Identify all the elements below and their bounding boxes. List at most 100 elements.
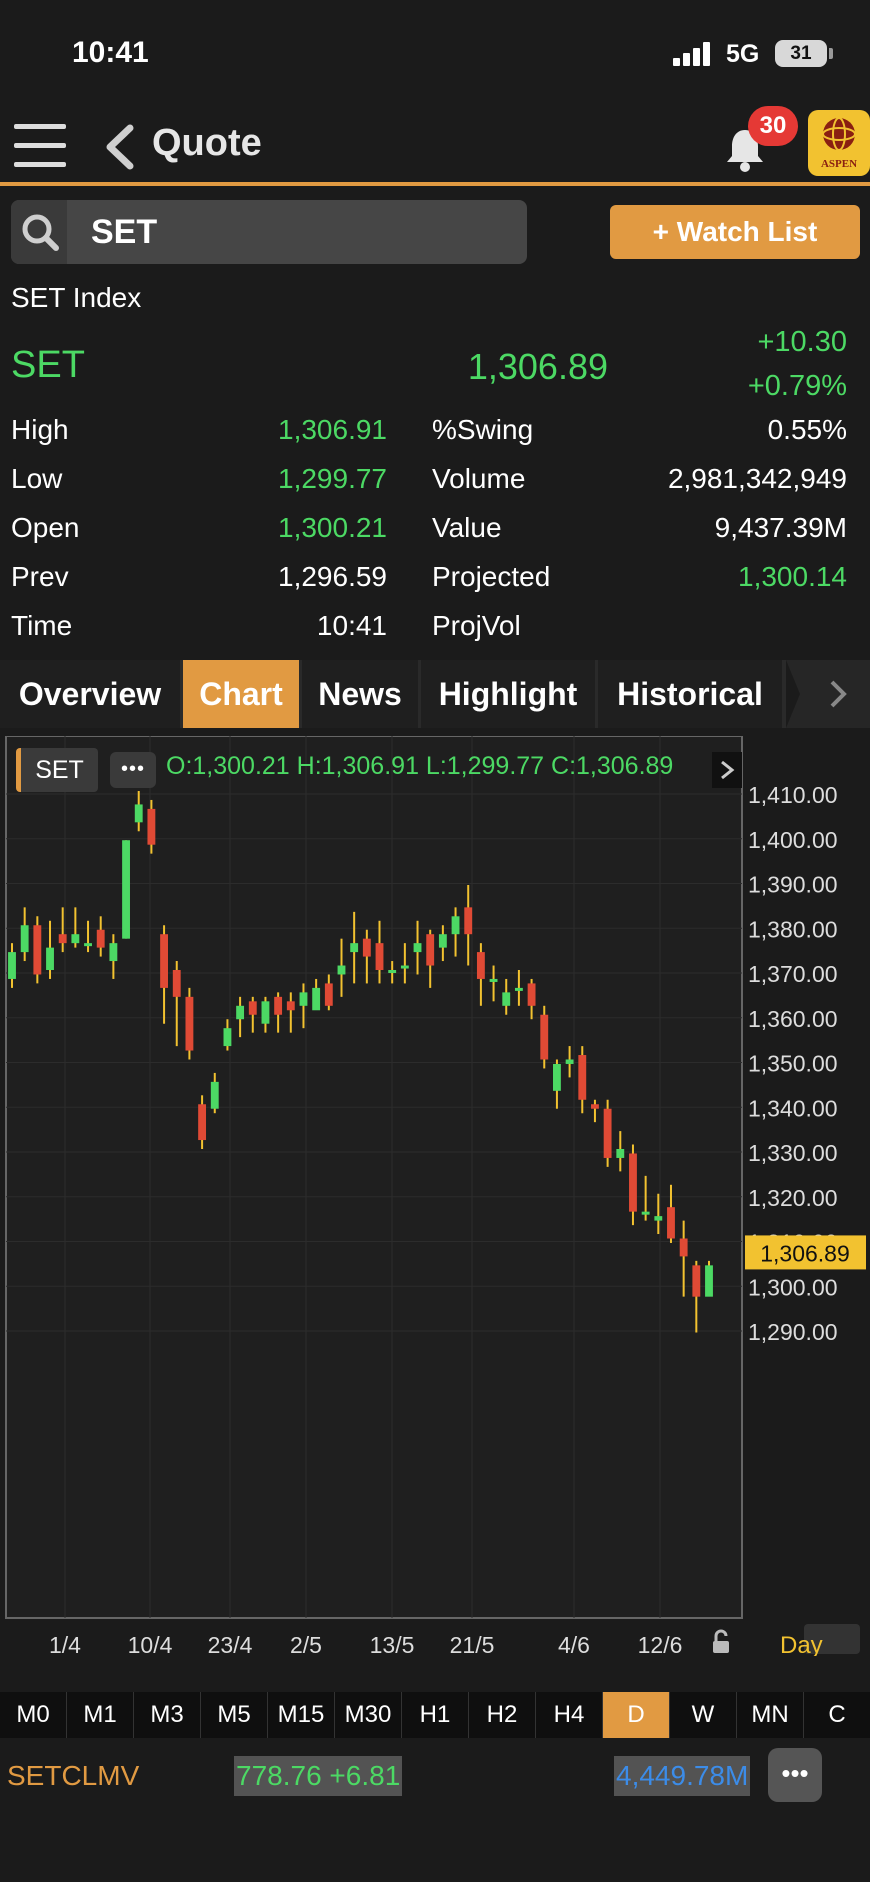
candle-body xyxy=(122,840,130,939)
x-tick-label: 23/4 xyxy=(208,1632,253,1656)
high-value: 1,306.91 xyxy=(278,414,387,445)
status-bar: 10:41 5G 31 xyxy=(0,0,870,110)
chart-more-button[interactable]: ••• xyxy=(110,752,156,788)
candlestick-chart[interactable]: 1,410.00 1,400.00 1,390.00 1,380.00 1,370.00… xyxy=(4,735,870,1659)
candle-body xyxy=(324,983,333,1006)
tab-historical[interactable]: Historical xyxy=(598,660,782,728)
last-price: 1,306.89 xyxy=(467,346,608,387)
tabs-scroll-right[interactable] xyxy=(786,660,870,728)
high-label: High xyxy=(11,414,69,445)
timeframe-m30[interactable]: M30 xyxy=(335,1692,402,1738)
more-button[interactable]: ••• xyxy=(768,1748,822,1802)
timeframe-w[interactable]: W xyxy=(670,1692,737,1738)
logo-text: ASPEN xyxy=(820,158,858,170)
volume-value: 2,981,342,949 xyxy=(667,463,847,494)
prev-value: 1,296.59 xyxy=(278,561,387,592)
ohlc-expand-icon[interactable] xyxy=(712,752,742,788)
x-tick-label: 13/5 xyxy=(370,1632,415,1656)
chart-area[interactable]: 1,410.00 1,400.00 1,390.00 1,380.00 1,370.00… xyxy=(4,735,870,1659)
battery-tip xyxy=(829,48,833,59)
candle-body xyxy=(692,1265,701,1297)
timeframe-m5[interactable]: M5 xyxy=(201,1692,268,1738)
notification-badge: 30 xyxy=(748,106,798,146)
projected-value: 1,300.14 xyxy=(738,561,847,592)
candle-body xyxy=(8,952,16,979)
index-name: SET Index xyxy=(11,282,142,313)
menu-icon[interactable] xyxy=(14,124,66,168)
candle-body xyxy=(84,943,92,947)
y-tick-label: 1,320.00 xyxy=(748,1185,838,1211)
candle-body xyxy=(248,1001,257,1015)
x-tick-label: 21/5 xyxy=(450,1632,495,1656)
index-amount: 4,449.78M xyxy=(614,1756,751,1796)
search-field[interactable]: SET xyxy=(11,200,527,264)
candle-body xyxy=(489,978,498,982)
timeframe-m15[interactable]: M15 xyxy=(268,1692,335,1738)
search-input[interactable]: SET xyxy=(91,213,158,251)
value-value: 9,437.39M xyxy=(714,512,847,543)
candle-body xyxy=(641,1211,650,1215)
candle-body xyxy=(58,934,67,944)
candle-body xyxy=(527,983,536,1006)
index-value-change: 778.76 +6.81 xyxy=(234,1756,403,1796)
clock: 10:41 xyxy=(72,36,149,69)
timeframe-h2[interactable]: H2 xyxy=(469,1692,536,1738)
fullscreen-icon xyxy=(804,1624,860,1654)
x-tick-label: 12/6 xyxy=(638,1632,683,1656)
timeframe-bar: M0 M1 M3 M5 M15 M30 H1 H2 H4 D W MN C xyxy=(0,1692,870,1738)
candle-body xyxy=(654,1216,663,1221)
tab-chart[interactable]: Chart xyxy=(183,660,299,728)
battery-icon: 31 xyxy=(775,40,827,67)
globe-icon xyxy=(822,117,856,151)
prev-label: Prev xyxy=(11,561,69,592)
candle-body xyxy=(160,934,169,988)
tab-news[interactable]: News xyxy=(302,660,418,728)
back-icon[interactable] xyxy=(102,124,136,170)
candle-body xyxy=(629,1153,637,1212)
open-label: Open xyxy=(11,512,80,543)
search-icon[interactable] xyxy=(11,200,67,264)
timeframe-c[interactable]: C xyxy=(804,1692,870,1738)
price-change-percent: +0.79% xyxy=(747,370,847,402)
candle-body xyxy=(223,1028,232,1047)
candle-body xyxy=(705,1265,713,1297)
timeframe-h4[interactable]: H4 xyxy=(536,1692,603,1738)
candle-body xyxy=(33,925,42,975)
ohlc-readout: O:1,300.21 H:1,306.91 L:1,299.77 C:1,306… xyxy=(166,752,674,780)
x-tick-label: 2/5 xyxy=(290,1632,322,1656)
candle-body xyxy=(540,1014,549,1060)
projected-label: Projected xyxy=(432,561,551,592)
x-tick-label: 1/4 xyxy=(49,1632,81,1656)
candle-body xyxy=(438,934,447,948)
candle-body xyxy=(185,996,194,1051)
candle-body xyxy=(426,934,435,966)
y-tick-label: 1,340.00 xyxy=(748,1095,838,1121)
timeframe-d[interactable]: D xyxy=(603,1692,670,1738)
y-tick-label: 1,390.00 xyxy=(748,872,838,898)
time-value: 10:41 xyxy=(316,610,387,641)
candle-body xyxy=(413,943,422,953)
candle-body xyxy=(679,1238,688,1257)
timeframe-m0[interactable]: M0 xyxy=(0,1692,67,1738)
candle-body xyxy=(198,1104,207,1141)
timeframe-h1[interactable]: H1 xyxy=(402,1692,469,1738)
add-watch-list-button[interactable]: + Watch List xyxy=(610,205,860,259)
swing-label: %Swing xyxy=(432,414,534,445)
timeframe-mn[interactable]: MN xyxy=(737,1692,804,1738)
timeframe-m3[interactable]: M3 xyxy=(134,1692,201,1738)
candle-body xyxy=(476,952,485,979)
tab-overview[interactable]: Overview xyxy=(0,660,180,728)
value-label: Value xyxy=(432,512,502,543)
candle-body xyxy=(109,943,118,962)
candle-body xyxy=(502,992,511,1006)
timeframe-m1[interactable]: M1 xyxy=(67,1692,134,1738)
index-code[interactable]: SETCLMV xyxy=(7,1760,140,1791)
chart-symbol-tag[interactable]: SET xyxy=(16,748,98,792)
tab-highlight[interactable]: Highlight xyxy=(421,660,595,728)
aspen-logo[interactable]: ASPEN xyxy=(808,110,870,176)
candle-body xyxy=(603,1108,612,1158)
y-tick-label: 1,350.00 xyxy=(748,1051,838,1077)
page-title: Quote xyxy=(152,122,262,164)
network-type: 5G xyxy=(726,40,760,68)
candle-body xyxy=(565,1059,574,1064)
